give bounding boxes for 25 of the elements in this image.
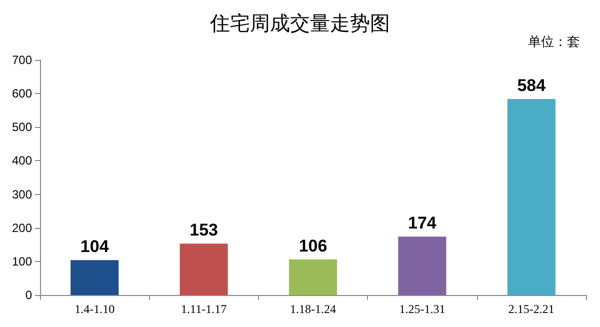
y-tick-label: 300 [12, 187, 32, 202]
x-tick-label: 2.15-2.21 [508, 302, 554, 316]
data-label: 153 [190, 220, 218, 240]
bar [507, 98, 556, 295]
bar [180, 244, 228, 295]
x-tick-label: 1.4-1.10 [74, 302, 115, 316]
y-tick-label: 200 [12, 220, 32, 235]
x-tick-label: 1.11-1.17 [181, 302, 227, 316]
bar [288, 259, 338, 295]
data-label: 106 [298, 236, 328, 256]
bar [398, 236, 446, 295]
data-label: 174 [408, 214, 437, 233]
bar [70, 260, 119, 295]
chart-title: 住宅周成交量走势图 [209, 11, 390, 35]
data-label: 584 [517, 76, 546, 95]
data-label: 104 [80, 237, 110, 256]
y-tick-label: 100 [12, 254, 32, 268]
y-tick-label: 0 [25, 288, 32, 302]
y-tick-label: 400 [12, 154, 32, 168]
y-tick-label: 500 [12, 120, 32, 134]
text: 单位：套 [528, 35, 580, 50]
x-tick-label: 1.25-1.31 [399, 302, 446, 316]
y-tick-label: 600 [12, 86, 32, 101]
x-tick-label: 1.18-1.24 [290, 302, 336, 316]
y-tick-label: 700 [12, 53, 32, 67]
